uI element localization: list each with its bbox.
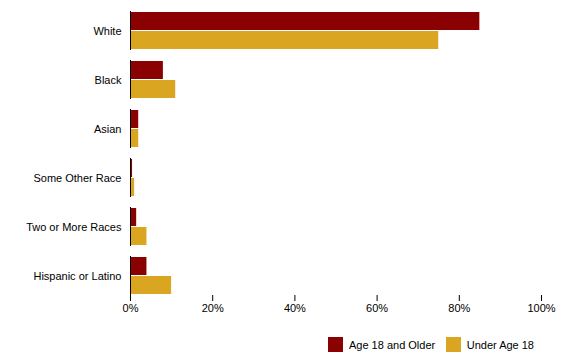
svg-text:Asian: Asian — [94, 123, 122, 135]
svg-text:0%: 0% — [123, 302, 139, 314]
svg-text:White: White — [93, 25, 121, 37]
html-text:Under Age 18: Under Age 18 — [466, 338, 534, 351]
svg-text:100%: 100% — [527, 302, 555, 314]
svg-text:60%: 60% — [366, 302, 388, 314]
svg-text:40%: 40% — [284, 302, 306, 314]
html-text:Age 18 and Older: Age 18 and Older — [349, 338, 436, 351]
svg-text:Hispanic or Latino: Hispanic or Latino — [33, 270, 121, 282]
svg-text:20%: 20% — [202, 302, 224, 314]
svg-text:80%: 80% — [448, 302, 470, 314]
svg-text:Black: Black — [95, 74, 122, 86]
svg-text:Some Other Race: Some Other Race — [33, 172, 121, 184]
svg-text:Two or More Races: Two or More Races — [26, 221, 122, 233]
